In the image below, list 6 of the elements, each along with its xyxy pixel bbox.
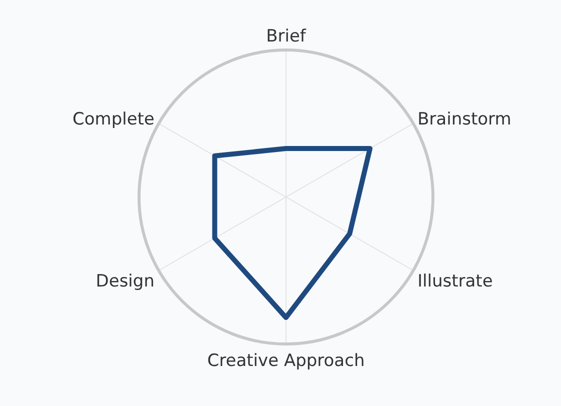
spoke-label: Illustrate [418,272,493,292]
spoke-label: Creative Approach [207,350,365,371]
spoke-label: Brief [266,26,307,47]
spoke-label: Brainstorm [418,110,512,130]
spoke-label: Complete [72,110,154,130]
spoke-label: Design [96,272,154,292]
